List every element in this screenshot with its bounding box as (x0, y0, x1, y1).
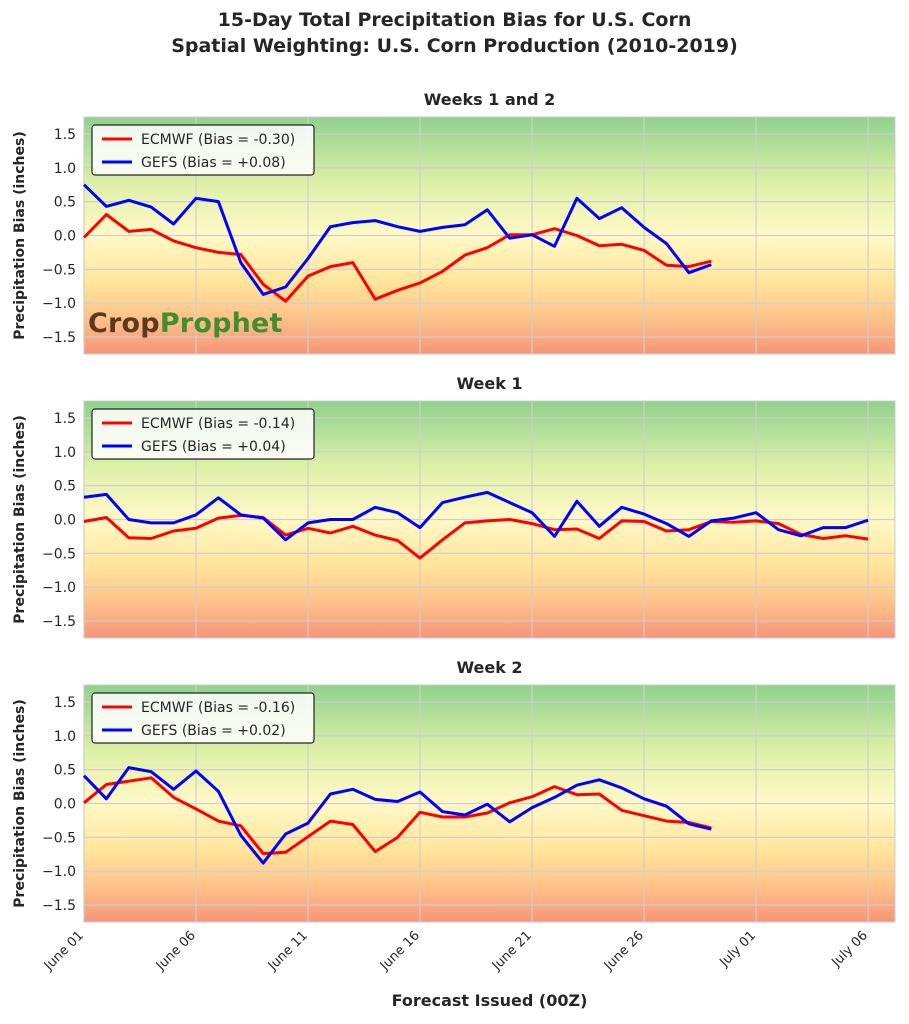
x-tick-label: June 06 (153, 928, 199, 974)
y-tick-label: −0.5 (42, 830, 76, 846)
y-axis-label: Precipitation Bias (inches) (12, 131, 28, 339)
y-axis-label: Precipitation Bias (inches) (12, 415, 28, 623)
legend-box (91, 124, 315, 176)
panel-title: Week 2 (456, 658, 522, 677)
y-tick-label: 0.5 (54, 195, 76, 211)
y-axis-label: Precipitation Bias (inches) (12, 699, 28, 907)
series-line-ecmwf (83, 513, 869, 560)
y-tick-label: 1.0 (54, 161, 76, 177)
logo-prophet-text: Prophet (159, 308, 283, 339)
x-tick-label: June 26 (601, 928, 647, 974)
x-tick-label: June 16 (377, 928, 423, 974)
panel-title: Week 1 (456, 374, 522, 393)
y-tick-label: −0.5 (42, 262, 76, 278)
legend-label: ECMWF (Bias = -0.30) (141, 132, 295, 148)
x-tick-label: July 01 (716, 928, 758, 970)
x-tick-label: June 11 (265, 928, 311, 974)
y-tick-label: 1.0 (54, 729, 76, 745)
y-tick-label: −1.0 (42, 296, 76, 312)
panel-1: 1.5 1.0 0.5 0.0 −0.5 −1.0 −1.5 Weeks 1 and 2 Pre… (12, 90, 896, 355)
chart-title-line1: 15-Day Total Precipitation Bias for U.S.… (217, 9, 692, 31)
y-tick-label: 0.0 (54, 797, 76, 813)
y-tick-label: 0.0 (54, 513, 76, 529)
logo-crop-text: Crop (88, 308, 160, 339)
series-line-ecmwf (82, 213, 712, 303)
panel-frame (83, 400, 896, 639)
series-line-gefs (82, 766, 712, 865)
y-tick-label: −1.0 (42, 580, 76, 596)
y-tick-label: 1.5 (54, 695, 76, 711)
chart-title-line2: Spatial Weighting: U.S. Corn Production … (171, 35, 738, 57)
y-tick-label: 1.0 (54, 445, 76, 461)
panel-2: 1.5 1.0 0.5 0.0 −0.5 −1.0 −1.5 Week 1 Precipitat… (12, 374, 896, 639)
legend-label: ECMWF (Bias = -0.14) (141, 416, 295, 432)
x-axis-label: Forecast Issued (00Z) (392, 991, 588, 1010)
x-tick-label: July 06 (828, 928, 870, 970)
panel-title: Weeks 1 and 2 (424, 90, 556, 109)
y-tick-label: −1.0 (42, 864, 76, 880)
series-line-gefs (82, 183, 712, 296)
panel-3: 1.5 1.0 0.5 0.0 −0.5 −1.0 −1.5 Week 2 Precipitat… (12, 658, 896, 1010)
cropprophet-logo: CropProphet (88, 308, 283, 339)
y-tick-label: 0.5 (54, 763, 76, 779)
x-tick-label: June 01 (41, 928, 87, 974)
legend-label: GEFS (Bias = +0.04) (141, 439, 286, 455)
legend-box (91, 692, 315, 744)
legend-label: ECMWF (Bias = -0.16) (141, 700, 295, 716)
legend-box (91, 408, 315, 460)
legend-label: GEFS (Bias = +0.02) (141, 723, 286, 739)
y-tick-label: −1.5 (42, 330, 76, 346)
y-tick-label: 1.5 (54, 411, 76, 427)
y-tick-label: 0.5 (54, 479, 76, 495)
y-tick-label: 1.5 (54, 127, 76, 143)
y-tick-label: −1.5 (42, 614, 76, 630)
series-line-ecmwf (83, 776, 712, 856)
y-tick-label: 0.0 (54, 229, 76, 245)
panel-frame (83, 684, 896, 923)
legend-label: GEFS (Bias = +0.08) (141, 155, 286, 171)
series-line-gefs (83, 490, 869, 542)
x-tick-label: June 21 (489, 928, 535, 974)
y-tick-label: −0.5 (42, 546, 76, 562)
y-tick-label: −1.5 (42, 898, 76, 914)
